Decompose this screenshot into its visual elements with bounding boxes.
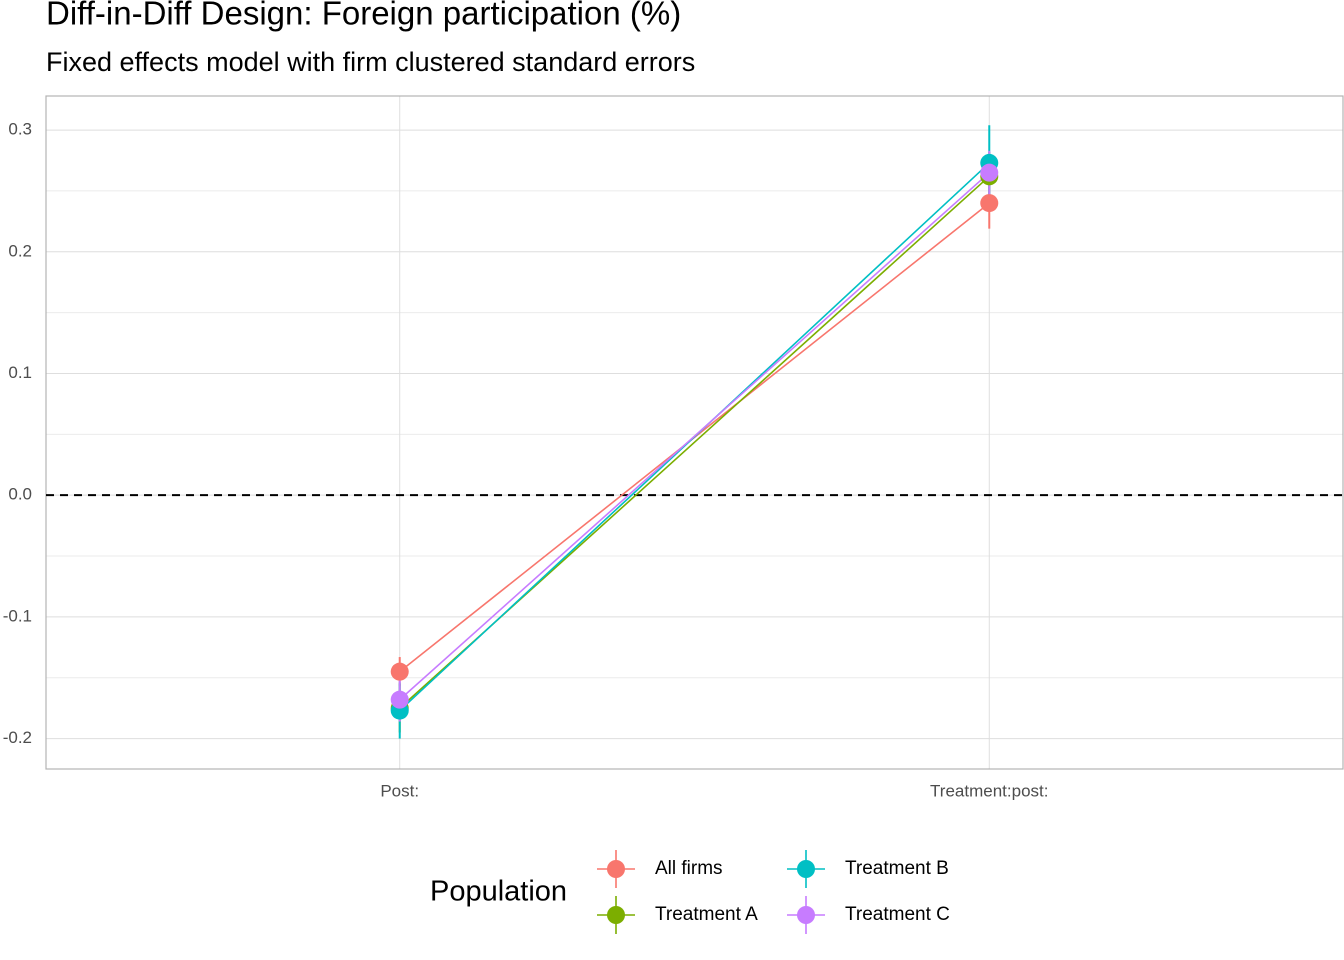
- x-tick-label: Treatment:post:: [930, 781, 1048, 800]
- point: [390, 662, 409, 681]
- x-tick-label: Post:: [380, 781, 419, 800]
- y-tick-label: -0.1: [3, 606, 32, 625]
- y-tick-label: 0.0: [8, 485, 32, 504]
- legend-key-point: [797, 860, 815, 878]
- chart-subtitle: Fixed effects model with firm clustered …: [46, 47, 695, 77]
- legend-key-point: [797, 906, 815, 924]
- legend-key-point: [607, 860, 625, 878]
- point: [980, 163, 999, 182]
- point: [980, 194, 999, 213]
- legend-label: Treatment B: [845, 858, 949, 879]
- legend-title: Population: [430, 876, 567, 908]
- legend-label: All firms: [655, 858, 723, 879]
- y-tick-label: 0.3: [8, 120, 32, 139]
- point: [390, 690, 409, 709]
- panel-border: [45, 95, 1344, 770]
- y-tick-label: 0.2: [8, 241, 32, 260]
- legend-label: Treatment C: [845, 904, 950, 925]
- legend-label: Treatment A: [655, 904, 758, 925]
- series-line: [399, 172, 990, 701]
- y-tick-label: 0.1: [8, 363, 32, 382]
- legend-key-point: [607, 906, 625, 924]
- chart-title: Diff-in-Diff Design: Foreign participati…: [46, 0, 681, 32]
- y-tick-label: -0.2: [3, 728, 32, 747]
